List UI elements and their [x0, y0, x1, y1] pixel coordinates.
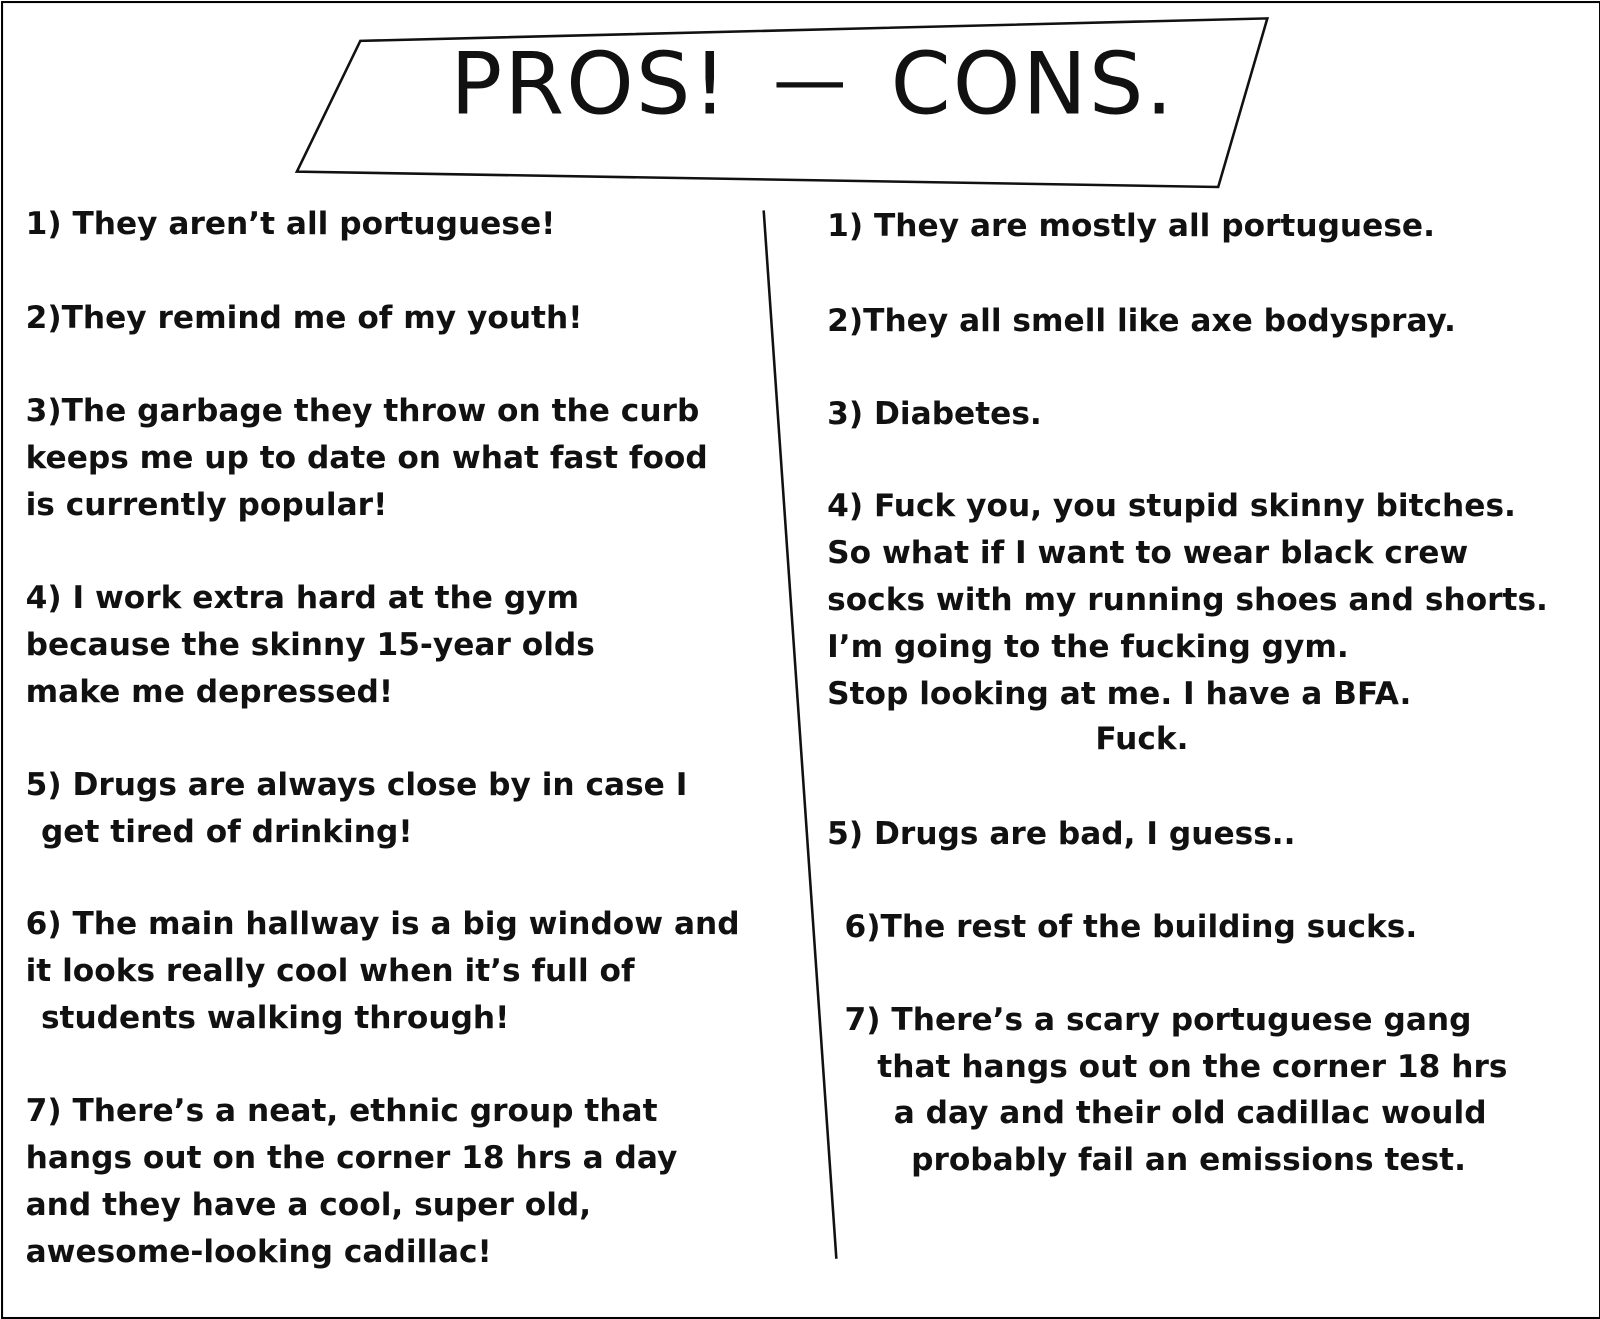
cons-item-line: 3) Diabetes. — [827, 396, 1042, 433]
pros-item-line: and they have a cool, super old, — [25, 1187, 592, 1223]
pros-item-line: 7) There’s a neat, ethnic group that — [25, 1093, 658, 1129]
cons-item-line: 7) There’s a scary portuguese gang — [844, 1002, 1472, 1039]
pros-item-line: students walking through! — [40, 1000, 510, 1037]
pros-item-line: because the skinny 15-year olds — [25, 627, 595, 664]
cons-item-line: 5) Drugs are bad, I guess.. — [827, 816, 1296, 853]
cons-item-line: that hangs out on the corner 18 hrs — [877, 1049, 1508, 1086]
pros-item-line: 3)The garbage they throw on the curb — [25, 393, 700, 430]
title-box — [294, 17, 1270, 189]
cons-item-line: I’m going to the fucking gym. — [827, 629, 1349, 666]
cons-item-line: 6)The rest of the building sucks. — [844, 909, 1418, 946]
pros-item-line: keeps me up to date on what fast food — [25, 440, 708, 477]
cons-item-line: a day and their old cadillac would — [893, 1095, 1487, 1132]
pros-item-line: it looks really cool when it’s full of — [25, 953, 635, 990]
cons-item-line: 4) Fuck you, you stupid skinny bitches. — [827, 488, 1516, 525]
pros-item-line: get tired of drinking! — [40, 814, 413, 851]
column-divider — [762, 210, 838, 1259]
title-pros: PROS! — [450, 33, 730, 134]
cons-item-line: So what if I want to wear black crew — [827, 535, 1469, 572]
cons-item-line: socks with my running shoes and shorts. — [827, 582, 1548, 619]
pros-item-line: 2)They remind me of my youth! — [25, 300, 583, 337]
pros-item-line: is currently popular! — [25, 487, 388, 524]
pros-item-line: make me depressed! — [25, 674, 394, 711]
pros-item-line: hangs out on the corner 18 hrs a day — [25, 1140, 678, 1176]
pros-item-line: 6) The main hallway is a big window and — [25, 906, 740, 943]
title-dash: — — [772, 36, 849, 123]
cons-item-line: 2)They all smell like axe bodyspray. — [827, 303, 1456, 340]
pros-item-line: awesome-looking cadillac! — [25, 1234, 492, 1270]
cons-item-line: Fuck. — [1095, 721, 1189, 758]
pros-item-line: 5) Drugs are always close by in case I — [25, 767, 688, 804]
cons-item-line: Stop looking at me. I have a BFA. — [827, 676, 1412, 713]
cons-item-line: probably fail an emissions test. — [911, 1142, 1466, 1179]
pros-item-line: 1) They aren’t all portuguese! — [25, 206, 556, 243]
title-cons: CONS. — [890, 33, 1175, 134]
pros-item-line: 4) I work extra hard at the gym — [25, 580, 580, 617]
cons-item-line: 1) They are mostly all portuguese. — [827, 208, 1435, 245]
